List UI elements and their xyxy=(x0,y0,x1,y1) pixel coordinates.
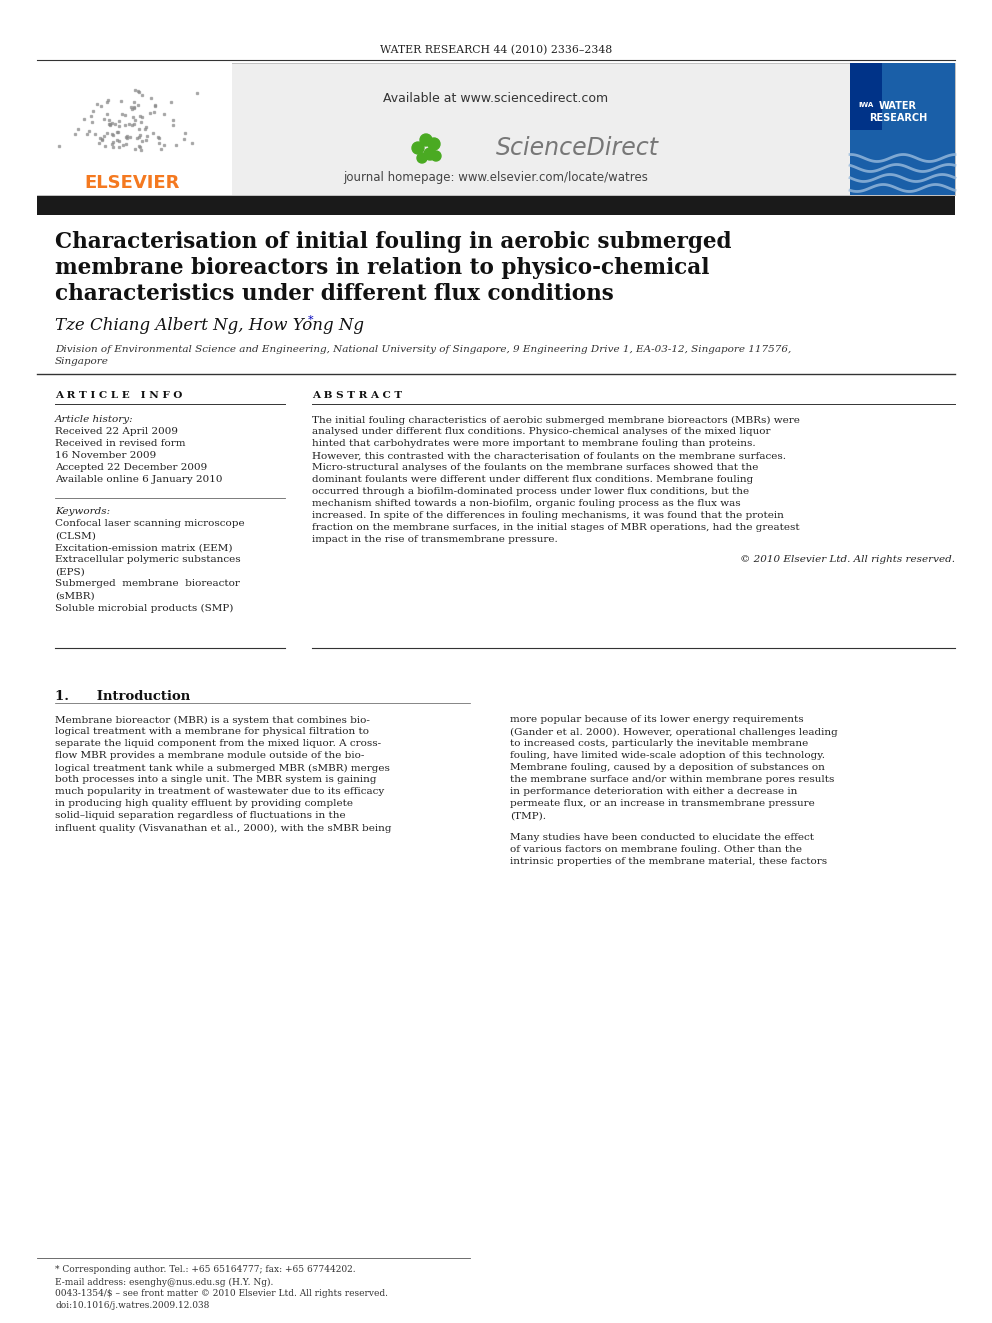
Text: However, this contrasted with the characterisation of foulants on the membrane s: However, this contrasted with the charac… xyxy=(312,451,786,460)
Text: both processes into a single unit. The MBR system is gaining: both processes into a single unit. The M… xyxy=(55,775,377,785)
Text: Many studies have been conducted to elucidate the effect: Many studies have been conducted to eluc… xyxy=(510,833,814,843)
Text: logical treatment with a membrane for physical filtration to: logical treatment with a membrane for ph… xyxy=(55,728,369,737)
Text: (sMBR): (sMBR) xyxy=(55,591,94,601)
Text: occurred through a biofilm-dominated process under lower flux conditions, but th: occurred through a biofilm-dominated pro… xyxy=(312,487,749,496)
Circle shape xyxy=(420,134,432,146)
Text: © 2010 Elsevier Ltd. All rights reserved.: © 2010 Elsevier Ltd. All rights reserved… xyxy=(740,556,955,565)
Circle shape xyxy=(428,138,440,149)
Text: of various factors on membrane fouling. Other than the: of various factors on membrane fouling. … xyxy=(510,845,802,855)
Text: impact in the rise of transmembrane pressure.: impact in the rise of transmembrane pres… xyxy=(312,536,558,545)
Circle shape xyxy=(412,142,424,153)
Text: permeate flux, or an increase in transmembrane pressure: permeate flux, or an increase in transme… xyxy=(510,799,814,808)
Text: journal homepage: www.elsevier.com/locate/watres: journal homepage: www.elsevier.com/locat… xyxy=(343,172,649,184)
Text: Accepted 22 December 2009: Accepted 22 December 2009 xyxy=(55,463,207,472)
Bar xyxy=(850,64,882,130)
Text: intrinsic properties of the membrane material, these factors: intrinsic properties of the membrane mat… xyxy=(510,857,827,867)
Text: characteristics under different flux conditions: characteristics under different flux con… xyxy=(55,283,614,306)
Text: 1.      Introduction: 1. Introduction xyxy=(55,689,190,703)
Circle shape xyxy=(417,153,427,163)
Text: Article history:: Article history: xyxy=(55,415,134,425)
Text: 16 November 2009: 16 November 2009 xyxy=(55,451,157,460)
Text: solid–liquid separation regardless of fluctuations in the: solid–liquid separation regardless of fl… xyxy=(55,811,345,820)
Text: logical treatment tank while a submerged MBR (sMBR) merges: logical treatment tank while a submerged… xyxy=(55,763,390,773)
Text: much popularity in treatment of wastewater due to its efficacy: much popularity in treatment of wastewat… xyxy=(55,787,384,796)
Text: in performance deterioration with either a decrease in: in performance deterioration with either… xyxy=(510,787,798,796)
Text: flow MBR provides a membrane module outside of the bio-: flow MBR provides a membrane module outs… xyxy=(55,751,364,761)
Text: (EPS): (EPS) xyxy=(55,568,84,577)
Text: mechanism shifted towards a non-biofilm, organic fouling process as the flux was: mechanism shifted towards a non-biofilm,… xyxy=(312,500,741,508)
Text: in producing high quality effluent by providing complete: in producing high quality effluent by pr… xyxy=(55,799,353,808)
Text: A R T I C L E   I N F O: A R T I C L E I N F O xyxy=(55,390,183,400)
Text: E-mail address: esenghy@nus.edu.sg (H.Y. Ng).: E-mail address: esenghy@nus.edu.sg (H.Y.… xyxy=(55,1278,274,1286)
Text: The initial fouling characteristics of aerobic submerged membrane bioreactors (M: The initial fouling characteristics of a… xyxy=(312,415,800,425)
Text: to increased costs, particularly the inevitable membrane: to increased costs, particularly the ine… xyxy=(510,740,808,749)
Text: (CLSM): (CLSM) xyxy=(55,532,96,541)
Text: ELSEVIER: ELSEVIER xyxy=(84,175,180,192)
Text: Excitation-emission matrix (EEM): Excitation-emission matrix (EEM) xyxy=(55,544,232,553)
Text: hinted that carbohydrates were more important to membrane fouling than proteins.: hinted that carbohydrates were more impo… xyxy=(312,439,756,448)
Text: increased. In spite of the differences in fouling mechanisms, it was found that : increased. In spite of the differences i… xyxy=(312,512,784,520)
Text: Membrane fouling, caused by a deposition of substances on: Membrane fouling, caused by a deposition… xyxy=(510,763,825,773)
Text: (Gander et al. 2000). However, operational challenges leading: (Gander et al. 2000). However, operation… xyxy=(510,728,838,737)
Text: Extracellular polymeric substances: Extracellular polymeric substances xyxy=(55,556,241,565)
Text: Confocal laser scanning microscope: Confocal laser scanning microscope xyxy=(55,520,245,528)
Text: Submerged  membrane  bioreactor: Submerged membrane bioreactor xyxy=(55,579,240,589)
Text: IWA: IWA xyxy=(858,102,874,108)
Text: Tze Chiang Albert Ng, How Yong Ng: Tze Chiang Albert Ng, How Yong Ng xyxy=(55,318,364,335)
Circle shape xyxy=(424,148,436,160)
Bar xyxy=(37,64,232,194)
Text: fouling, have limited wide-scale adoption of this technology.: fouling, have limited wide-scale adoptio… xyxy=(510,751,825,761)
Bar xyxy=(37,64,955,194)
Text: dominant foulants were different under different flux conditions. Membrane fouli: dominant foulants were different under d… xyxy=(312,475,753,484)
Text: Keywords:: Keywords: xyxy=(55,508,110,516)
Text: Soluble microbial products (SMP): Soluble microbial products (SMP) xyxy=(55,603,233,613)
Text: separate the liquid component from the mixed liquor. A cross-: separate the liquid component from the m… xyxy=(55,740,381,749)
Text: ScienceDirect: ScienceDirect xyxy=(496,136,659,160)
Text: Received in revised form: Received in revised form xyxy=(55,439,186,448)
Circle shape xyxy=(431,151,441,161)
Text: analysed under different flux conditions. Physico-chemical analyses of the mixed: analysed under different flux conditions… xyxy=(312,427,771,437)
Bar xyxy=(850,64,955,194)
Text: * Corresponding author. Tel.: +65 65164777; fax: +65 67744202.: * Corresponding author. Tel.: +65 651647… xyxy=(55,1266,355,1274)
Text: Available at www.sciencedirect.com: Available at www.sciencedirect.com xyxy=(384,91,608,105)
Bar xyxy=(37,196,955,216)
Text: Micro-structural analyses of the foulants on the membrane surfaces showed that t: Micro-structural analyses of the foulant… xyxy=(312,463,758,472)
Text: A B S T R A C T: A B S T R A C T xyxy=(312,390,402,400)
Text: fraction on the membrane surfaces, in the initial stages of MBR operations, had : fraction on the membrane surfaces, in th… xyxy=(312,524,800,532)
Text: membrane bioreactors in relation to physico-chemical: membrane bioreactors in relation to phys… xyxy=(55,257,709,279)
Text: (TMP).: (TMP). xyxy=(510,811,546,820)
Text: Received 22 April 2009: Received 22 April 2009 xyxy=(55,427,178,437)
Text: WATER RESEARCH 44 (2010) 2336–2348: WATER RESEARCH 44 (2010) 2336–2348 xyxy=(380,45,612,56)
Text: WATER
RESEARCH: WATER RESEARCH xyxy=(869,101,928,123)
Text: the membrane surface and/or within membrane pores results: the membrane surface and/or within membr… xyxy=(510,775,834,785)
Text: influent quality (Visvanathan et al., 2000), with the sMBR being: influent quality (Visvanathan et al., 20… xyxy=(55,823,392,832)
Text: *: * xyxy=(308,315,313,325)
Text: Available online 6 January 2010: Available online 6 January 2010 xyxy=(55,475,222,484)
Text: Division of Environmental Science and Engineering, National University of Singap: Division of Environmental Science and En… xyxy=(55,345,792,355)
Text: 0043-1354/$ – see front matter © 2010 Elsevier Ltd. All rights reserved.: 0043-1354/$ – see front matter © 2010 El… xyxy=(55,1290,388,1298)
Text: Characterisation of initial fouling in aerobic submerged: Characterisation of initial fouling in a… xyxy=(55,232,731,253)
Text: more popular because of its lower energy requirements: more popular because of its lower energy… xyxy=(510,716,804,725)
Text: Membrane bioreactor (MBR) is a system that combines bio-: Membrane bioreactor (MBR) is a system th… xyxy=(55,716,370,725)
Text: doi:10.1016/j.watres.2009.12.038: doi:10.1016/j.watres.2009.12.038 xyxy=(55,1302,209,1311)
Text: Singapore: Singapore xyxy=(55,357,109,366)
